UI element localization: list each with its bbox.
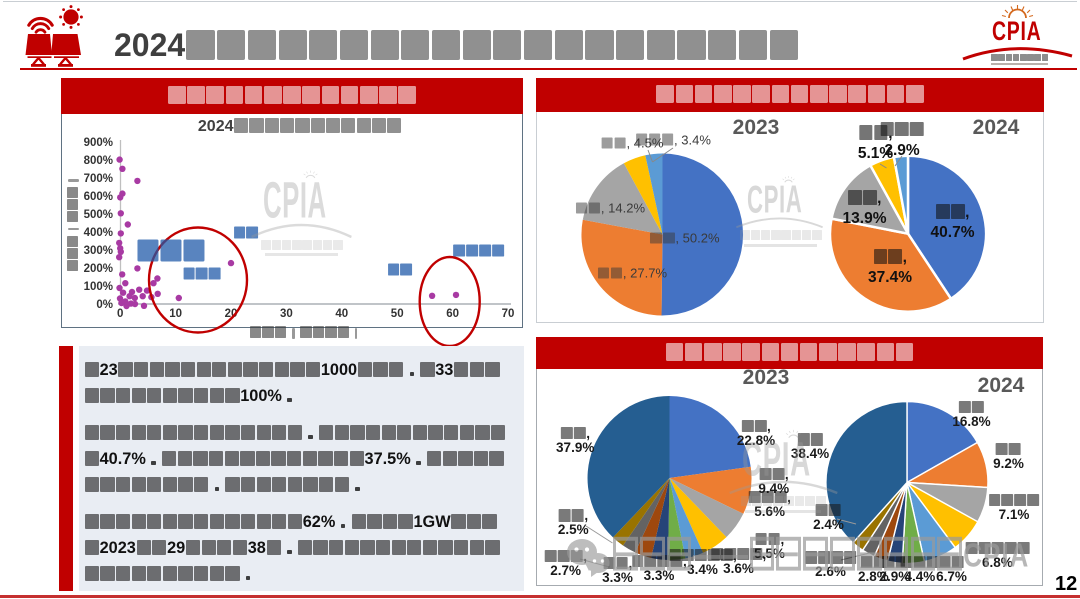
svg-text:0%: 0% bbox=[96, 299, 113, 311]
svg-text:200%: 200% bbox=[84, 263, 113, 275]
svg-text:60: 60 bbox=[446, 308, 459, 320]
svg-text:600%: 600% bbox=[84, 191, 113, 203]
svg-text:500%: 500% bbox=[84, 209, 113, 221]
svg-text:300%: 300% bbox=[84, 245, 113, 257]
svg-text:700%: 700% bbox=[84, 173, 113, 185]
svg-text:400%: 400% bbox=[84, 227, 113, 239]
svg-text:800%: 800% bbox=[84, 155, 113, 167]
svg-text:100%: 100% bbox=[84, 281, 113, 293]
svg-text:10: 10 bbox=[169, 308, 182, 320]
svg-text:50: 50 bbox=[391, 308, 404, 320]
svg-text:30: 30 bbox=[280, 308, 293, 320]
svg-text:40: 40 bbox=[335, 308, 348, 320]
svg-text:900%: 900% bbox=[84, 137, 113, 149]
svg-text:0: 0 bbox=[117, 308, 123, 320]
svg-text:70: 70 bbox=[502, 308, 515, 320]
